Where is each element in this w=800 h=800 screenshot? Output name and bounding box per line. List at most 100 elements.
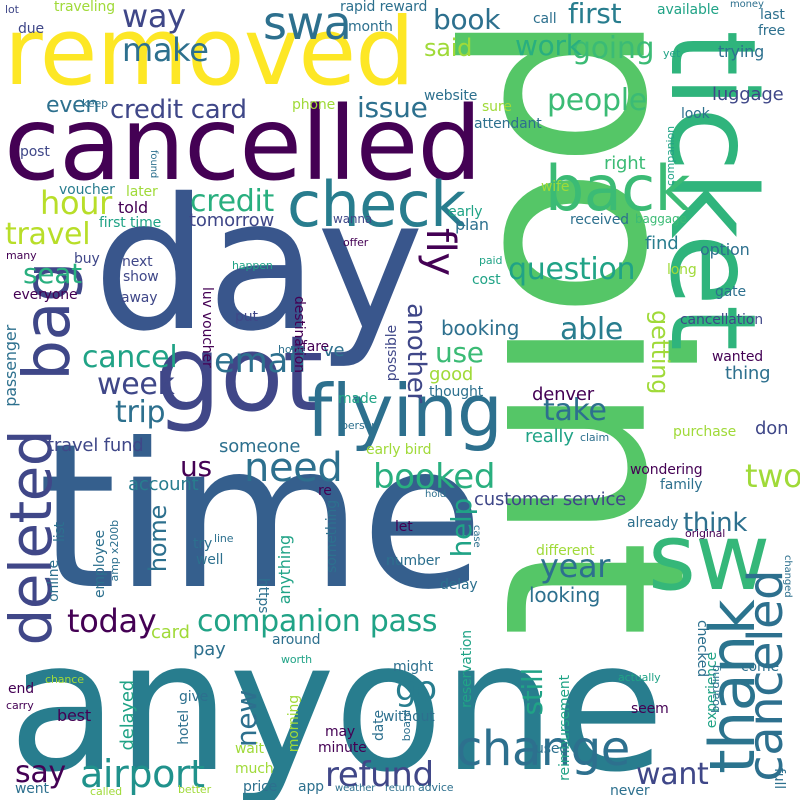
word-number: number: [386, 553, 440, 569]
word-seem: seem: [631, 701, 669, 717]
word-sw: sw: [648, 504, 770, 611]
word-pay: pay: [193, 639, 226, 660]
word-best: best: [57, 706, 91, 725]
word-card: card: [151, 622, 190, 643]
word-worth: worth: [281, 653, 312, 666]
word-around: around: [272, 632, 321, 648]
word-today: today: [67, 602, 157, 640]
word-told: told: [118, 198, 149, 217]
word-morning: morning: [286, 695, 302, 753]
word-later: later: [126, 184, 158, 200]
word-wait: wait: [235, 741, 264, 757]
word-without: without: [383, 709, 435, 725]
word-email: email: [214, 341, 307, 381]
word-yet: yet: [663, 47, 681, 60]
word-credit-card: credit card: [110, 95, 247, 125]
word-delayed: delayed: [117, 680, 138, 751]
word-flying: flying: [307, 369, 503, 453]
word-companion: companion: [664, 126, 677, 186]
word-may: may: [325, 724, 356, 740]
word-available: available: [657, 2, 719, 18]
word-money: money: [730, 0, 764, 10]
word-wanted: wanted: [712, 349, 764, 365]
word-voucher: voucher: [59, 182, 115, 198]
word-ve: ve: [323, 340, 345, 361]
word-buy: buy: [74, 251, 100, 267]
word-many: many: [6, 249, 37, 262]
word-claim: claim: [580, 431, 610, 444]
word-different: different: [536, 543, 595, 559]
word-check: check: [287, 168, 466, 241]
word-back: back: [545, 152, 690, 225]
word-free: free: [758, 23, 786, 39]
word-next: next: [122, 254, 153, 270]
word-away: away: [121, 290, 158, 306]
word-amp-x200b: amp x200b: [108, 520, 121, 582]
word-seat: seat: [23, 257, 82, 290]
word-early-bird: early bird: [366, 442, 432, 458]
word-boarding: boarding: [709, 665, 722, 713]
word-minute: minute: [318, 740, 367, 756]
word-delay: delay: [440, 577, 478, 593]
word-attendant: attendant: [474, 116, 542, 132]
word-price: price: [243, 779, 278, 795]
word-call: call: [533, 11, 557, 27]
word-baggage: baggage: [635, 212, 687, 226]
word-tomorrow: tomorrow: [189, 210, 275, 231]
word-home: home: [144, 505, 172, 573]
word-called: called: [90, 785, 122, 798]
word-return: return: [385, 783, 415, 794]
word-first-time: first time: [99, 215, 162, 231]
word-people: people: [547, 83, 647, 118]
word-still: still: [516, 668, 549, 716]
word-case: case: [471, 525, 482, 548]
word-reimbursement: reimbursement: [557, 675, 573, 781]
word-time: time: [38, 401, 484, 634]
word-sure: sure: [482, 99, 512, 115]
word-end: end: [8, 681, 34, 697]
word-hotel: hotel: [176, 710, 192, 745]
word-carry: carry: [6, 699, 34, 712]
word-gate: gate: [715, 284, 747, 300]
word-line: line: [214, 532, 234, 545]
word-new: new: [230, 690, 263, 748]
word-work: work: [515, 29, 582, 62]
word-looking: looking: [529, 583, 601, 607]
word-app: app: [298, 779, 324, 795]
word-never: never: [610, 783, 650, 799]
word-day: day: [93, 159, 424, 371]
word-luv-voucher: luv voucher: [199, 287, 215, 368]
word-re: re: [318, 483, 332, 499]
word-trip: trip: [115, 395, 166, 430]
word-able: able: [560, 312, 624, 347]
word-denver: denver: [532, 384, 594, 405]
word-said: said: [424, 34, 473, 62]
word-right: right: [604, 153, 646, 174]
word-chance: chance: [45, 673, 84, 686]
word-refund: refund: [325, 755, 434, 795]
word-reservation: reservation: [459, 630, 475, 708]
word-credit: credit: [190, 184, 274, 219]
word-everyone: everyone: [13, 287, 78, 303]
word-let: let: [395, 519, 413, 535]
word-airport: airport: [80, 752, 205, 796]
word-list: list: [52, 522, 68, 543]
word-advice: advice: [418, 781, 454, 794]
word-week: week: [97, 367, 175, 402]
word-booked: booked: [373, 457, 496, 497]
word-anyone: anyone: [8, 603, 665, 800]
word-first: first: [568, 0, 622, 30]
word-wanna: wanna: [333, 212, 373, 226]
word-fare: fare: [302, 339, 330, 355]
word-possible: possible: [384, 325, 400, 382]
word-put: put: [235, 309, 258, 325]
word-going: going: [572, 31, 655, 66]
word-take: take: [543, 393, 607, 428]
word-really: really: [525, 426, 574, 447]
word-family: family: [660, 477, 703, 493]
word-made: made: [338, 391, 378, 407]
word-account: account: [128, 474, 199, 495]
word-try: try: [193, 536, 213, 552]
word-wondering: wondering: [630, 462, 703, 478]
word-keep: keep: [82, 97, 109, 110]
